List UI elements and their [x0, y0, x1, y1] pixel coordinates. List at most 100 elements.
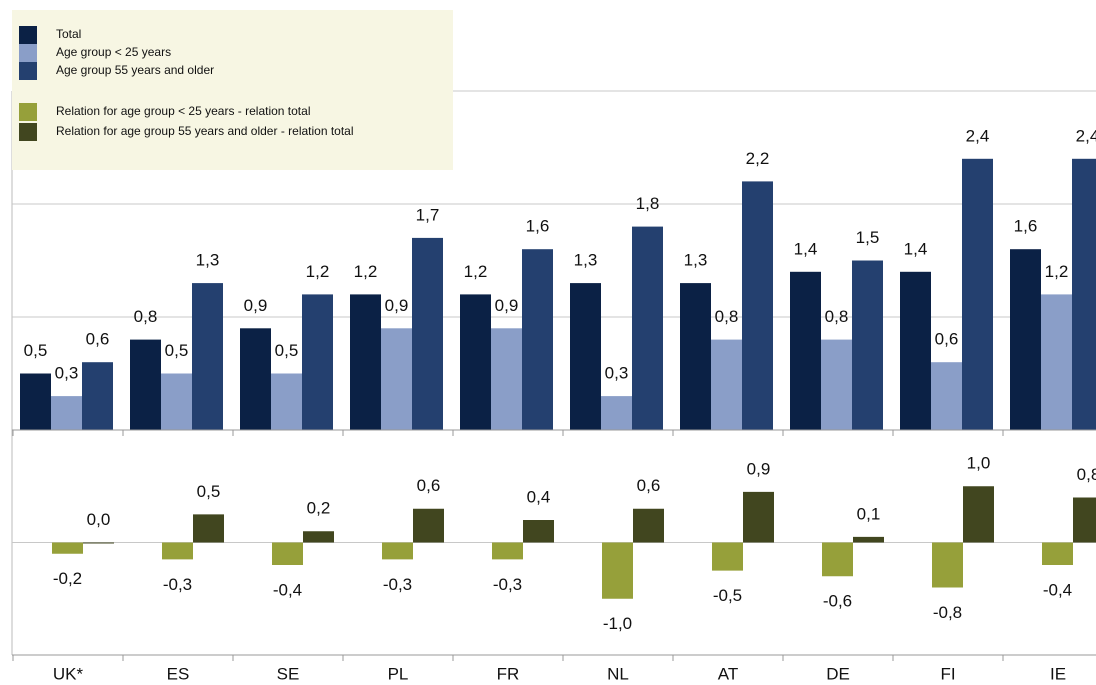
value-label: -0,2: [53, 569, 82, 588]
bar: [161, 373, 192, 430]
bar: [83, 542, 114, 544]
bar: [350, 294, 381, 430]
x-tick-label: DE: [826, 664, 850, 683]
bar: [680, 283, 711, 430]
bar: [852, 260, 883, 430]
value-label: 0,0: [87, 510, 111, 529]
bar: [491, 328, 522, 430]
bar: [20, 373, 51, 430]
value-label: 1,6: [1014, 217, 1038, 236]
bar: [711, 339, 742, 430]
bar: [900, 271, 931, 430]
x-tick-label: ES: [167, 664, 190, 683]
value-label: 1,6: [526, 217, 550, 236]
value-label: 1,7: [416, 205, 440, 224]
bar: [522, 249, 553, 430]
bar: [413, 508, 444, 543]
bar: [632, 226, 663, 430]
value-label: -0,3: [163, 575, 192, 594]
bar: [1042, 542, 1073, 565]
x-tick-label: NL: [607, 664, 629, 683]
plot: 0,5 0,8 0,9 1,2 1,2 1,3 1,3 1,4 1,4 1,6 0,3 0,5 0,5 0…: [12, 90, 1096, 683]
legend: Total Age group < 25 years Age group 55 ye…: [12, 10, 453, 170]
bar: [412, 237, 443, 430]
value-label: 0,2: [307, 499, 331, 518]
bar: [1073, 497, 1096, 543]
value-label: 0,9: [385, 296, 409, 315]
value-label: -0,4: [273, 580, 302, 599]
legend-label: Age group < 25 years: [56, 45, 171, 59]
value-label: 1,4: [904, 239, 928, 258]
value-label: 0,9: [747, 459, 771, 478]
value-label: -1,0: [603, 614, 632, 633]
bar: [52, 542, 83, 554]
value-label: 1,2: [306, 262, 330, 281]
bar: [460, 294, 491, 430]
bar: [272, 542, 303, 565]
bar: [821, 339, 852, 430]
bar: [570, 283, 601, 430]
value-label: 1,5: [856, 228, 880, 247]
bar: [271, 373, 302, 430]
bar: [790, 271, 821, 430]
bar: [492, 542, 523, 560]
bar: [240, 328, 271, 430]
bar: [303, 531, 334, 543]
value-label: 2,2: [746, 149, 770, 168]
value-label: 0,1: [857, 504, 881, 523]
bar: [962, 158, 993, 431]
bar: [1010, 249, 1041, 430]
value-label: 0,3: [605, 364, 629, 383]
bar: [743, 491, 774, 543]
x-tick-label: AT: [718, 664, 738, 683]
value-label: 0,6: [417, 476, 441, 495]
legend-label: Relation for age group < 25 years - rela…: [56, 104, 310, 118]
value-label: 2,4: [1076, 126, 1096, 145]
value-label: -0,4: [1043, 580, 1072, 599]
value-label: 1,2: [354, 262, 378, 281]
bar: [130, 339, 161, 430]
value-label: -0,8: [933, 603, 962, 622]
bar: [853, 536, 884, 543]
x-tick-label: IE: [1050, 664, 1066, 683]
bar: [82, 362, 113, 430]
bar: [381, 328, 412, 430]
bar: [51, 396, 82, 430]
value-label: 0,3: [55, 364, 79, 383]
value-label: 0,8: [134, 307, 158, 326]
value-label: -0,3: [383, 575, 412, 594]
legend-label: Age group 55 years and older: [56, 63, 214, 77]
value-label: 1,4: [794, 239, 818, 258]
value-label: 0,5: [275, 341, 299, 360]
bar: [193, 514, 224, 543]
bar: [932, 542, 963, 588]
value-label: 0,4: [527, 487, 551, 506]
value-label: 1,2: [464, 262, 488, 281]
bar: [382, 542, 413, 560]
x-tick-label: PL: [388, 664, 409, 683]
x-tick-label: UK*: [53, 664, 84, 683]
bar: [523, 520, 554, 543]
x-tick-label: FR: [497, 664, 520, 683]
bar: [742, 181, 773, 430]
bar: [601, 396, 632, 430]
legend-swatch: [19, 62, 37, 80]
bar: [931, 362, 962, 430]
value-label: 1,3: [574, 251, 598, 270]
value-label: -0,6: [823, 592, 852, 611]
value-label: 0,9: [244, 296, 268, 315]
value-label: 0,8: [715, 307, 739, 326]
bar: [192, 283, 223, 430]
legend-swatch: [19, 123, 37, 141]
legend-box: [12, 10, 453, 170]
x-tick-label: FI: [940, 664, 955, 683]
bar: [712, 542, 743, 571]
bar: [1041, 294, 1072, 430]
value-label: -0,3: [493, 575, 522, 594]
bar: [1072, 158, 1096, 431]
value-label: 1,2: [1045, 262, 1069, 281]
value-label: 0,9: [495, 296, 519, 315]
value-label: 1,0: [967, 454, 991, 473]
